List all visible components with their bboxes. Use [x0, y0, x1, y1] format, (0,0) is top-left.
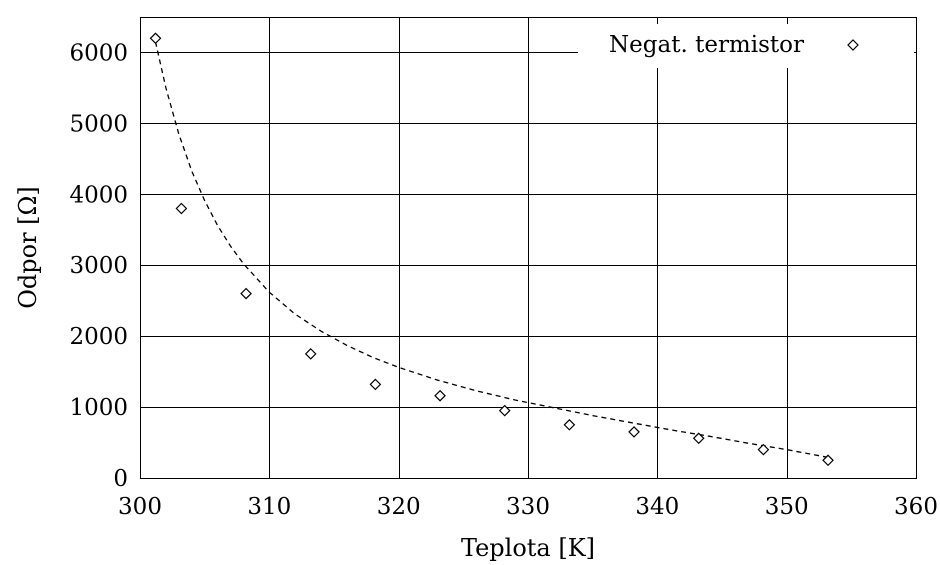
- y-tick-label: 6000: [69, 40, 128, 66]
- x-tick-label: 330: [506, 494, 550, 520]
- data-point: [434, 389, 446, 402]
- y-axis-label: Odpor [Ω]: [14, 186, 42, 309]
- data-point: [175, 202, 188, 215]
- x-tick-label: 300: [118, 494, 162, 520]
- data-points: [149, 32, 834, 467]
- data-point: [822, 454, 834, 467]
- y-tick-label: 1000: [69, 395, 128, 421]
- y-tick-label: 0: [113, 466, 128, 492]
- data-point: [628, 426, 640, 438]
- legend-marker-diamond: [847, 39, 859, 51]
- fit-curve: [154, 41, 829, 459]
- x-tick-label: 310: [247, 494, 291, 520]
- y-tick-label: 2000: [69, 324, 128, 350]
- y-tick-label: 5000: [69, 111, 128, 137]
- plot-frame: [139, 16, 918, 480]
- data-point: [240, 287, 252, 300]
- data-point: [692, 432, 705, 445]
- data-point: [757, 443, 770, 456]
- y-tick-label: 3000: [69, 253, 128, 279]
- fit-curve-group: [154, 41, 829, 459]
- grid-lines: [140, 17, 916, 478]
- x-tick-label: 320: [377, 494, 421, 520]
- data-point: [369, 378, 382, 391]
- data-point: [498, 404, 511, 417]
- legend-background: [578, 24, 914, 68]
- x-tick-label: 340: [635, 494, 679, 520]
- x-tick-label: 350: [765, 494, 809, 520]
- data-point: [304, 348, 317, 360]
- x-tick-label: 360: [894, 494, 938, 520]
- axis-ticks: 300 310 320 330 340 350 360 0 1000 2000 3000 4000 50…: [69, 40, 938, 520]
- data-point: [149, 32, 162, 45]
- data-point: [563, 418, 576, 431]
- legend-label: Negat. termistor: [609, 32, 804, 58]
- legend: Negat. termistor: [578, 24, 914, 68]
- y-tick-label: 4000: [69, 182, 128, 208]
- x-axis-label: Teplota [K]: [461, 534, 595, 562]
